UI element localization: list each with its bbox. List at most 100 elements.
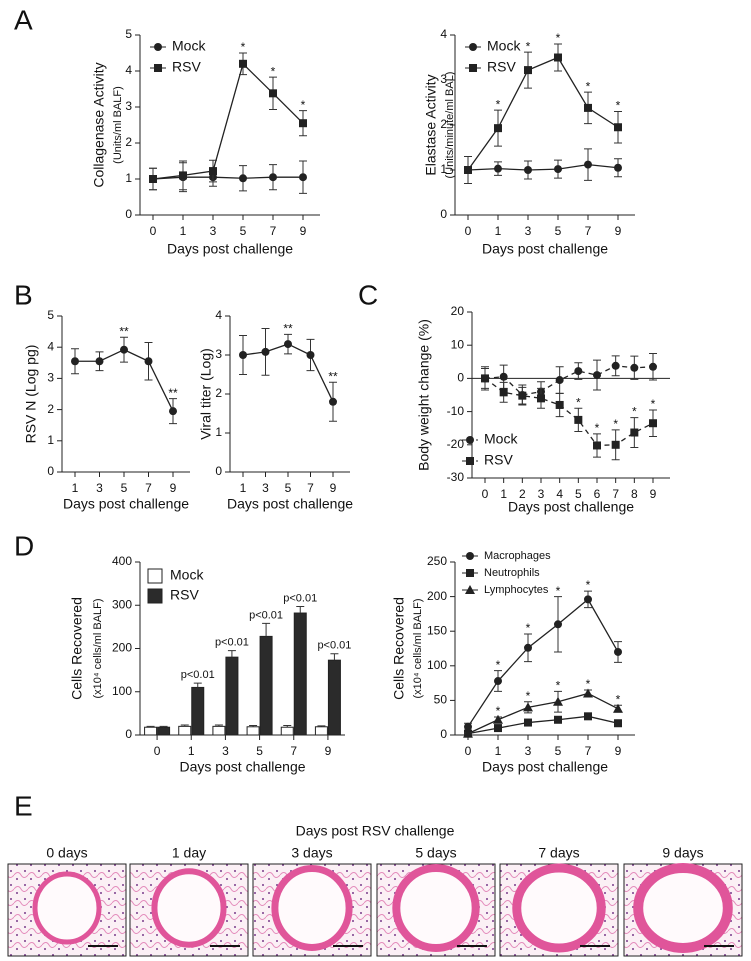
significance-label: ** <box>283 322 293 336</box>
point <box>554 715 562 724</box>
significance-label: * <box>586 677 591 691</box>
x-axis-label: Days post challenge <box>508 499 634 515</box>
point <box>574 415 583 424</box>
y-axis-sublabel: (Units/minute/ml BAL) <box>444 72 456 179</box>
y-tick-label: 0 <box>47 464 54 478</box>
y-tick-label: 2 <box>47 402 54 416</box>
legend-marker <box>466 552 474 560</box>
x-tick-label: 2 <box>519 487 526 501</box>
legend-marker <box>469 64 477 72</box>
x-tick-label: 9 <box>615 744 622 758</box>
y-axis-label: Cells Recovered <box>391 597 407 700</box>
legend-marker <box>469 43 477 51</box>
x-tick-label: 7 <box>270 224 277 238</box>
significance-label: * <box>651 397 656 411</box>
y-tick-label: -20 <box>447 437 465 451</box>
y-tick-label: 0 <box>215 464 222 478</box>
series-line <box>467 715 619 735</box>
point <box>494 724 502 733</box>
legend-marker <box>154 43 162 51</box>
point <box>499 372 508 381</box>
legend-swatch <box>147 568 163 584</box>
x-tick-label: 1 <box>495 744 502 758</box>
legend-label: Mock <box>487 38 521 54</box>
point <box>524 643 532 652</box>
bar <box>280 726 294 736</box>
bar <box>144 726 158 736</box>
bar <box>314 726 328 736</box>
point <box>269 89 277 98</box>
x-tick-label: 7 <box>585 224 592 238</box>
error-bar <box>262 622 271 637</box>
x-tick-label: 0 <box>154 744 161 758</box>
x-axis-label: Days post challenge <box>227 496 353 512</box>
x-tick-label: 3 <box>538 487 545 501</box>
x-tick-label: 5 <box>240 224 247 238</box>
x-tick-label: 5 <box>285 481 292 495</box>
x-tick-label: 3 <box>262 481 269 495</box>
y-axis-sublabel: (x10⁴ cells/ml BALF) <box>412 598 424 698</box>
x-tick-label: 3 <box>222 744 229 758</box>
significance-label: p<0.01 <box>181 669 215 681</box>
point <box>493 714 503 724</box>
y-axis-label: RSV N (Log pg) <box>23 345 39 444</box>
legend-label: RSV <box>487 59 516 75</box>
point <box>524 166 532 174</box>
significance-label: * <box>616 692 621 706</box>
significance-label: * <box>632 405 637 419</box>
y-tick-label: 3 <box>47 371 54 385</box>
point <box>630 363 639 372</box>
significance-label: ** <box>328 369 338 383</box>
bar <box>178 725 192 736</box>
image-label: 9 days <box>662 845 703 861</box>
x-tick-label: 5 <box>575 487 582 501</box>
significance-label: * <box>241 40 246 54</box>
point <box>144 357 153 366</box>
y-tick-label: 150 <box>427 623 447 637</box>
x-tick-label: 3 <box>525 224 532 238</box>
point <box>611 361 620 370</box>
x-tick-label: 1 <box>240 481 247 495</box>
x-tick-label: 9 <box>170 481 177 495</box>
y-tick-label: 0 <box>125 207 132 221</box>
x-axis-label: Days post challenge <box>179 759 305 775</box>
x-tick-label: 3 <box>96 481 103 495</box>
significance-label: * <box>586 578 591 592</box>
x-tick-label: 0 <box>465 744 472 758</box>
y-tick-label: 5 <box>47 308 54 322</box>
y-axis-label: Collagenase Activity <box>91 62 107 187</box>
y-tick-label: 250 <box>427 554 447 568</box>
image-label: 5 days <box>415 845 456 861</box>
panel-letter: E <box>14 790 33 821</box>
point <box>239 59 247 68</box>
legend-label: RSV <box>484 452 513 468</box>
point <box>463 728 473 738</box>
point <box>179 171 187 180</box>
panel-letter: B <box>14 279 33 310</box>
point <box>613 703 623 713</box>
bar <box>191 686 205 736</box>
y-axis-label: Cells Recovered <box>69 597 85 700</box>
point <box>614 123 622 132</box>
x-tick-label: 1 <box>180 224 187 238</box>
airway-wall <box>151 868 227 948</box>
point <box>306 351 315 359</box>
legend-marker <box>466 436 474 444</box>
point <box>499 388 508 397</box>
x-tick-label: 7 <box>612 487 619 501</box>
y-tick-label: -30 <box>447 470 465 484</box>
panel-e-title: Days post RSV challenge <box>296 823 455 839</box>
point <box>494 677 502 686</box>
x-tick-label: 1 <box>72 481 79 495</box>
legend-label: Macrophages <box>484 550 551 562</box>
point <box>209 167 217 176</box>
significance-label: p<0.01 <box>317 640 351 652</box>
point <box>149 175 157 183</box>
significance-label: * <box>616 99 621 113</box>
point <box>239 174 247 183</box>
bar <box>246 726 260 736</box>
legend-label: RSV <box>170 587 199 603</box>
point <box>299 119 307 128</box>
legend-marker <box>465 585 475 594</box>
